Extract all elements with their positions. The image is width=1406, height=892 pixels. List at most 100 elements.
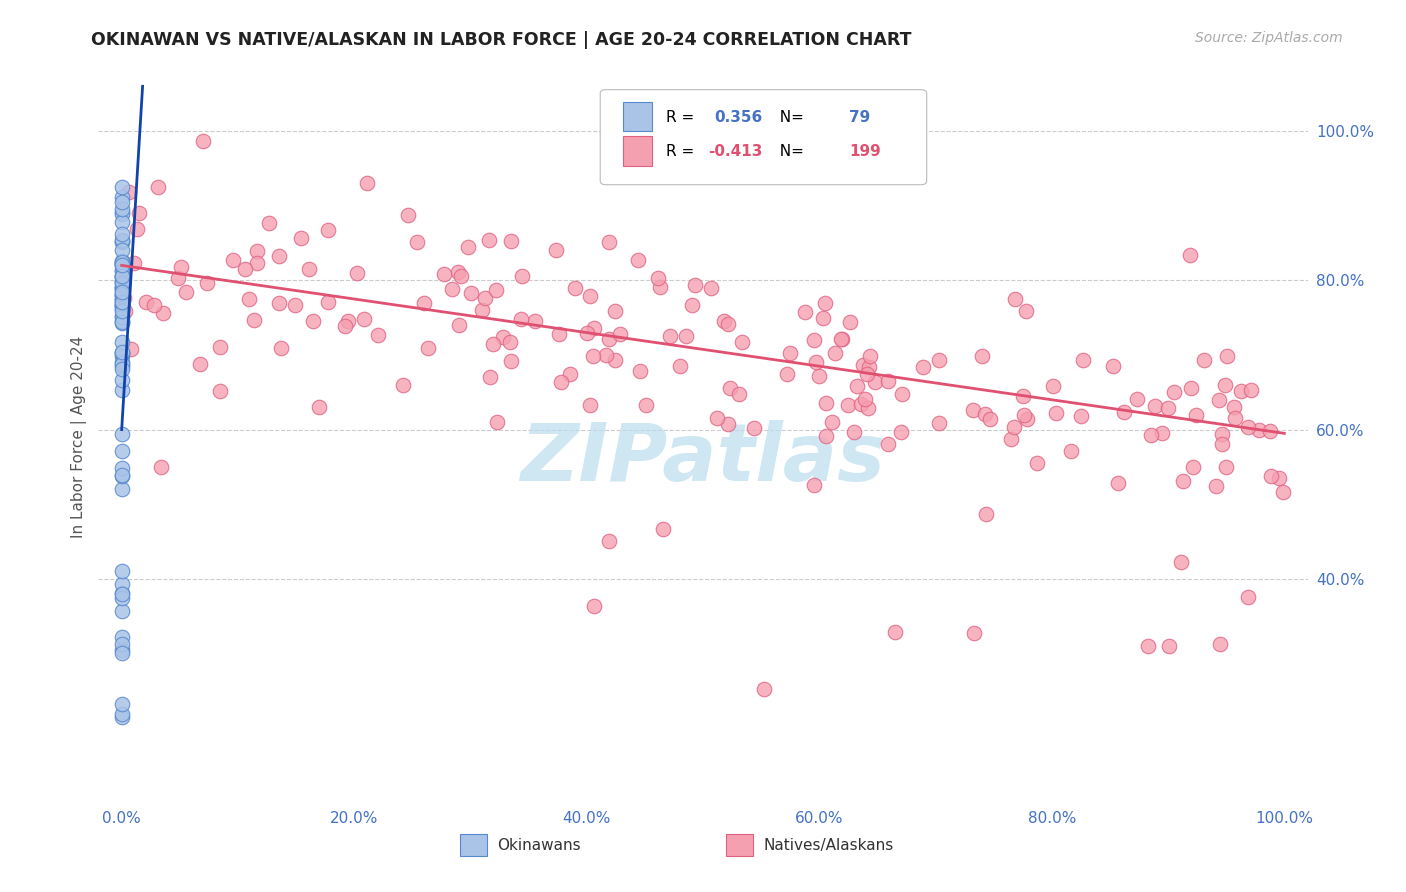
Point xyxy=(1150,426,1173,441)
Point xyxy=(1272,485,1295,500)
Point xyxy=(877,374,900,388)
Point xyxy=(1042,378,1064,392)
Point xyxy=(890,425,912,439)
Point xyxy=(803,333,825,347)
Point xyxy=(728,386,751,401)
Point xyxy=(111,299,134,313)
Point xyxy=(111,709,134,723)
Point xyxy=(111,309,134,323)
Point xyxy=(412,296,434,310)
Point xyxy=(111,281,134,295)
Point xyxy=(1180,381,1202,395)
Point xyxy=(609,327,631,342)
Point xyxy=(127,222,149,236)
Point xyxy=(963,625,986,640)
Point xyxy=(839,315,862,329)
Point xyxy=(111,275,134,289)
Point xyxy=(111,707,134,722)
Point xyxy=(316,295,339,310)
Point xyxy=(111,195,134,210)
Text: 79: 79 xyxy=(849,110,870,125)
Point xyxy=(1114,405,1136,419)
Point xyxy=(1102,359,1125,373)
Point xyxy=(1215,378,1237,392)
Point xyxy=(111,234,134,248)
Point xyxy=(111,646,134,660)
Point xyxy=(111,205,134,219)
Point xyxy=(111,468,134,483)
Text: R =: R = xyxy=(665,145,699,160)
Text: -0.413: -0.413 xyxy=(707,145,762,160)
Point xyxy=(979,412,1001,426)
Point xyxy=(651,522,673,536)
Point xyxy=(1107,476,1129,491)
Point xyxy=(1126,392,1149,406)
Point xyxy=(1157,640,1180,654)
Point xyxy=(803,478,825,492)
FancyBboxPatch shape xyxy=(725,834,752,856)
Point xyxy=(877,436,900,450)
Point xyxy=(1205,479,1227,493)
Point xyxy=(1015,304,1038,318)
Point xyxy=(111,215,134,229)
Point xyxy=(270,342,292,356)
Point xyxy=(779,346,801,360)
Point xyxy=(583,321,606,335)
Point xyxy=(550,375,572,389)
Point xyxy=(111,255,134,269)
Point xyxy=(111,262,134,277)
Point xyxy=(471,303,494,318)
Point xyxy=(111,316,134,330)
Point xyxy=(111,233,134,247)
Text: Natives/Alaskans: Natives/Alaskans xyxy=(763,838,894,853)
Point xyxy=(111,268,134,283)
Point xyxy=(794,304,817,318)
Point xyxy=(111,334,134,349)
Point xyxy=(143,297,166,311)
Point xyxy=(845,379,868,393)
Point xyxy=(190,357,212,371)
Point xyxy=(111,270,134,285)
Point xyxy=(111,298,134,312)
Point xyxy=(1247,423,1270,437)
Point xyxy=(603,352,626,367)
Point xyxy=(713,314,735,328)
Point xyxy=(859,349,882,363)
Point xyxy=(111,300,134,314)
Point xyxy=(717,317,740,331)
Point xyxy=(628,364,651,378)
Point xyxy=(111,314,134,328)
Point xyxy=(111,304,134,318)
Text: N=: N= xyxy=(769,145,808,160)
Point xyxy=(111,697,134,711)
Point xyxy=(111,591,134,606)
Point xyxy=(658,329,681,343)
Text: Source: ZipAtlas.com: Source: ZipAtlas.com xyxy=(1195,31,1343,45)
Point xyxy=(111,359,134,374)
Point xyxy=(973,407,995,421)
Point xyxy=(111,577,134,591)
Point xyxy=(1182,460,1205,475)
Text: 199: 199 xyxy=(849,145,882,160)
Point xyxy=(546,244,568,258)
Point xyxy=(111,263,134,277)
Point xyxy=(166,271,188,285)
Point xyxy=(718,381,741,395)
Point xyxy=(111,190,134,204)
Point xyxy=(391,378,413,392)
Point xyxy=(851,397,873,411)
Point xyxy=(1071,353,1094,368)
Point xyxy=(440,282,463,296)
Point xyxy=(111,643,134,657)
Point xyxy=(238,292,260,306)
FancyBboxPatch shape xyxy=(623,136,652,166)
Point xyxy=(242,313,264,327)
Point xyxy=(170,260,193,275)
Point xyxy=(111,227,134,242)
Point xyxy=(1015,412,1038,426)
Point xyxy=(598,533,620,548)
Point xyxy=(111,243,134,257)
Point xyxy=(1223,400,1246,414)
Point xyxy=(111,357,134,371)
Point xyxy=(578,289,600,303)
